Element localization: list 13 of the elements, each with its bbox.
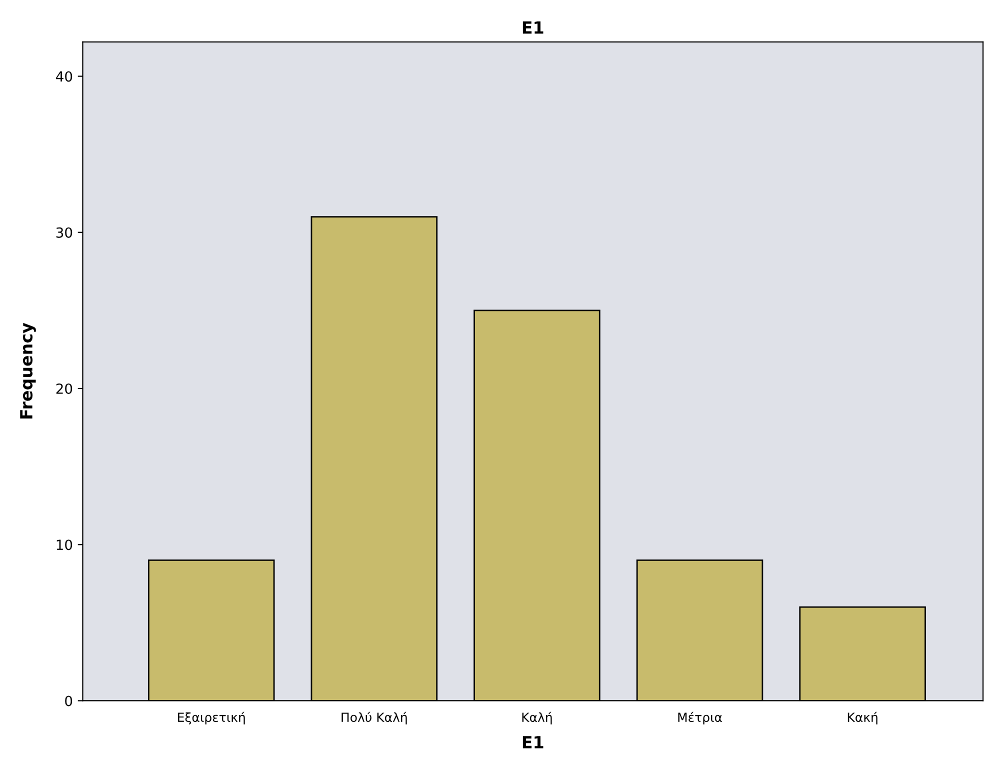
y-tick-label: 20 <box>56 383 72 394</box>
y-tick-label: 30 <box>56 227 72 238</box>
y-tick-label: 10 <box>56 540 72 550</box>
y-axis-title: Frequency <box>20 322 36 419</box>
x-tick-label: Πολύ Καλή <box>342 712 407 724</box>
x-tick-label: Καλή <box>522 712 552 724</box>
y-tick-label: 0 <box>65 696 72 706</box>
x-tick-label: Μέτρια <box>678 712 722 724</box>
chart-title: E1 <box>522 21 544 34</box>
y-tick-label: 40 <box>56 71 72 82</box>
x-tick-label: Εξαιρετική <box>178 712 245 724</box>
x-axis-title: E1 <box>522 736 544 748</box>
x-tick-label: Κακή <box>848 712 878 724</box>
